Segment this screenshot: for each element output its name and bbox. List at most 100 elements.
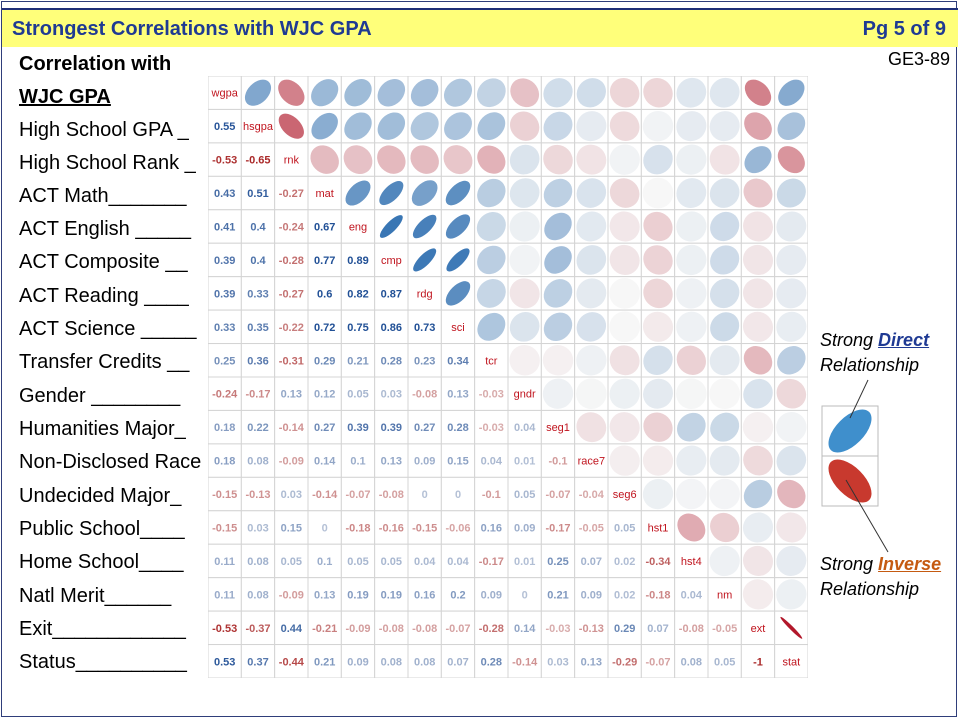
correlation-value: 0.03 [281,489,302,501]
correlation-ellipse [609,144,640,175]
correlation-value: 0.73 [414,322,435,334]
correlation-ellipse [744,112,772,141]
correlation-value: 0.1 [350,456,365,468]
correlation-value: -0.31 [279,355,304,367]
correlation-value: 0.28 [381,355,402,367]
matrix-cell [574,510,609,545]
correlation-value: 0 [322,523,328,535]
list-item: ACT Reading ____ [19,285,189,307]
correlation-value: 0.25 [214,355,235,367]
matrix-cell [340,376,376,411]
correlation-ellipse [345,180,371,206]
correlation-value: 0.39 [381,422,402,434]
correlation-ellipse [710,245,740,275]
matrix-cell [440,443,476,478]
correlation-value: -0.14 [279,422,305,434]
correlation-value: -0.13 [579,623,604,635]
correlation-value: -0.53 [212,623,237,635]
correlation-ellipse [576,111,607,142]
matrix-cell [407,510,442,545]
legend-ellipse-sample [821,405,879,507]
correlation-ellipse [642,177,674,209]
matrix-cell [540,610,576,646]
variable-label: hst4 [681,556,702,568]
correlation-value: -0.09 [345,623,370,635]
correlation-value: -0.27 [279,288,304,300]
correlation-value: 0.14 [314,456,336,468]
matrix-cell [240,209,276,244]
page-number: Pg 5 of 9 [862,18,946,40]
correlation-value: 0.44 [281,623,303,635]
legend-inverse-prefix: Strong [820,554,879,574]
matrix-cell [474,409,509,445]
matrix-cell [640,510,676,545]
correlation-value: 0.13 [447,389,468,401]
matrix-cell [208,510,242,545]
correlation-value: 0.01 [514,456,535,468]
correlation-value: 0.2 [450,589,465,601]
correlation-ellipse [477,112,506,141]
matrix-cell [507,476,542,512]
correlation-ellipse [542,345,574,376]
matrix-cell [208,343,242,378]
correlation-ellipse [709,178,740,208]
correlation-value: 0.36 [247,355,268,367]
correlation-ellipse [576,78,606,108]
correlation-ellipse [676,111,707,142]
correlation-ellipse [510,78,540,108]
list-item: Public School____ [19,518,185,540]
correlation-value: 0.23 [414,355,435,367]
correlation-value: -0.09 [279,589,304,601]
variable-label: nm [717,589,732,601]
correlation-value: 0.29 [614,623,635,635]
correlation-value: -0.08 [379,623,404,635]
variable-label: cmp [381,255,402,267]
list-item: High School Rank _ [19,152,196,174]
matrix-cell [674,577,709,612]
correlation-value: -0.44 [279,656,305,668]
correlation-ellipse [676,445,707,476]
variable-label: mat [315,188,333,200]
correlation-ellipse [311,112,338,140]
matrix-cell [274,610,309,646]
correlation-value: 0 [422,489,428,501]
correlation-value: -0.16 [379,523,404,535]
correlation-value: 0.25 [547,556,568,568]
variable-label: tcr [485,355,498,367]
matrix-cell [340,209,376,244]
matrix-cell [474,510,509,545]
correlation-value: 0.77 [314,255,335,267]
correlation-ellipse [379,181,404,206]
correlation-ellipse [543,78,573,108]
correlation-value: 0.18 [214,456,235,468]
matrix-cell [274,577,309,612]
correlation-value: 0.09 [581,589,602,601]
correlation-value: 0.1 [317,556,332,568]
variable-label: ext [751,623,766,635]
correlation-ellipse [709,111,740,142]
correlation-value: 0.04 [514,422,536,434]
correlation-value: -0.29 [612,656,637,668]
correlation-value: -0.34 [645,556,671,568]
correlation-ellipse [476,278,506,308]
correlation-value: -0.53 [212,155,237,167]
correlation-ellipse [676,244,707,276]
correlation-value: 0.28 [481,656,502,668]
correlation-value: 0.13 [381,456,402,468]
correlation-value: 0.34 [447,355,469,367]
correlation-value: -0.24 [212,389,238,401]
correlation-ellipse [509,211,540,242]
list-item: ACT Composite __ [19,251,188,273]
correlation-value: 0.13 [281,389,302,401]
correlation-ellipse [776,545,807,576]
matrix-cell [240,343,276,378]
correlation-ellipse [609,445,640,476]
correlation-value: 0.08 [381,656,402,668]
legend-direct-keyword: Direct [878,330,930,350]
correlation-ellipse [776,378,807,409]
matrix-cell [374,610,409,646]
matrix-cell [307,242,342,278]
correlation-value: 0.05 [281,556,302,568]
matrix-cell [208,376,242,411]
correlation-value: -0.1 [549,456,568,468]
